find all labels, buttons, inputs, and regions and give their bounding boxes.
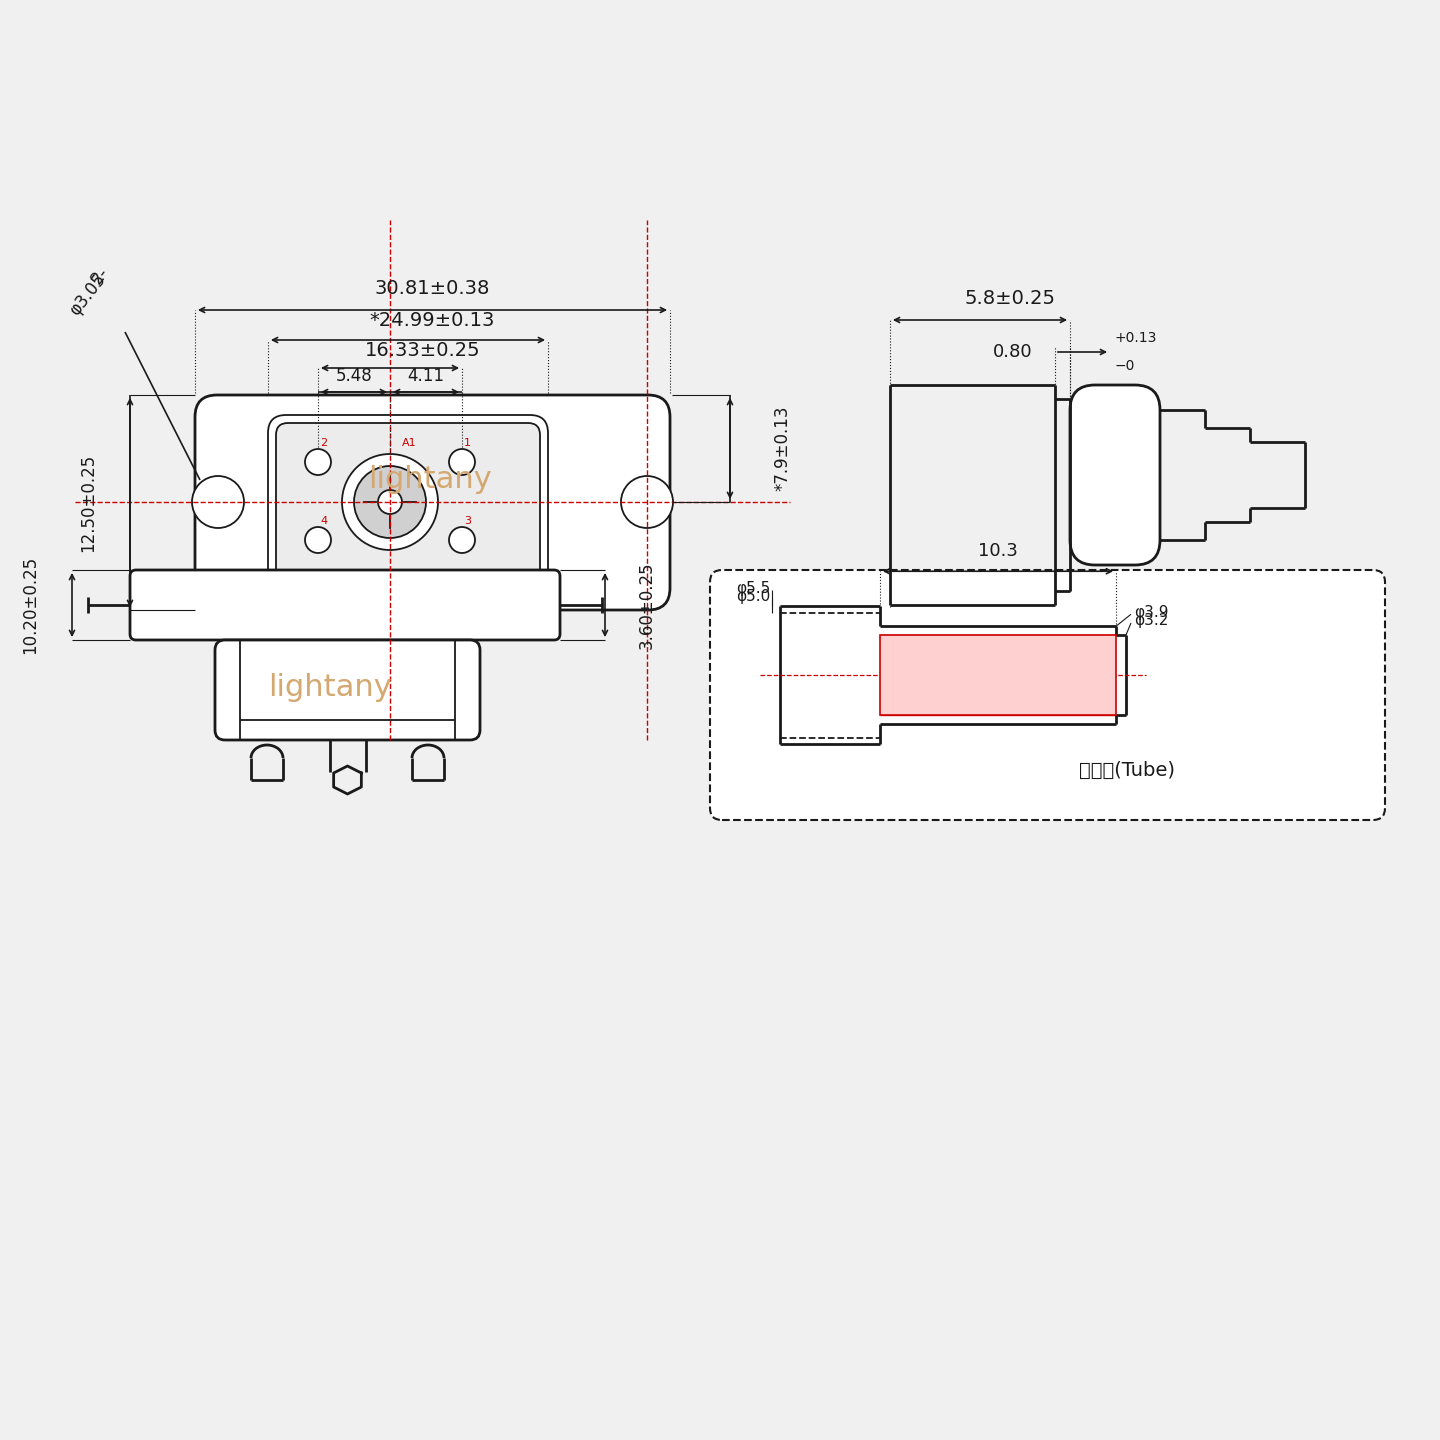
Circle shape	[449, 527, 475, 553]
Text: *24.99±0.13: *24.99±0.13	[370, 311, 495, 330]
Bar	[880, 635, 1116, 716]
Text: 16.33±0.25: 16.33±0.25	[364, 340, 481, 360]
Text: φ3.2: φ3.2	[1135, 613, 1168, 628]
FancyBboxPatch shape	[276, 423, 540, 582]
Text: φ5.5: φ5.5	[736, 580, 770, 596]
Circle shape	[449, 449, 475, 475]
Text: 0.80: 0.80	[994, 343, 1032, 361]
Text: 3: 3	[464, 516, 471, 526]
Text: 2: 2	[320, 438, 327, 448]
Circle shape	[305, 449, 331, 475]
Text: 2-: 2-	[88, 264, 112, 287]
Circle shape	[192, 477, 243, 528]
Circle shape	[343, 454, 438, 550]
Text: φ3.9: φ3.9	[1135, 605, 1168, 619]
FancyBboxPatch shape	[268, 415, 549, 590]
Text: 5.48: 5.48	[336, 367, 373, 384]
Text: 4.11: 4.11	[408, 367, 445, 384]
Text: 4: 4	[320, 516, 327, 526]
Text: lightany: lightany	[369, 465, 492, 494]
Text: A1: A1	[402, 438, 416, 448]
Text: 3.60±0.25: 3.60±0.25	[638, 562, 657, 649]
Text: φ3.05: φ3.05	[66, 271, 109, 320]
Text: 10.20±0.25: 10.20±0.25	[22, 556, 39, 654]
Circle shape	[305, 527, 331, 553]
Text: 12.50±0.25: 12.50±0.25	[79, 454, 96, 552]
Text: 30.81±0.38: 30.81±0.38	[374, 278, 490, 298]
FancyBboxPatch shape	[710, 570, 1385, 819]
Circle shape	[621, 477, 672, 528]
Text: −0: −0	[1115, 359, 1135, 373]
Text: φ5.0: φ5.0	[736, 589, 770, 603]
Text: lightany: lightany	[268, 674, 392, 703]
FancyBboxPatch shape	[130, 570, 560, 639]
Text: *7.9±0.13: *7.9±0.13	[773, 406, 791, 491]
FancyBboxPatch shape	[194, 395, 670, 611]
Text: 10.3: 10.3	[978, 543, 1018, 560]
Text: +0.13: +0.13	[1115, 331, 1158, 346]
Text: 5.8±0.25: 5.8±0.25	[965, 288, 1056, 308]
Text: 1: 1	[464, 438, 471, 448]
FancyBboxPatch shape	[1070, 384, 1161, 564]
FancyBboxPatch shape	[215, 639, 480, 740]
Text: 屏蔽管(Tube): 屏蔽管(Tube)	[1080, 760, 1175, 779]
Circle shape	[354, 467, 426, 539]
Circle shape	[377, 490, 402, 514]
